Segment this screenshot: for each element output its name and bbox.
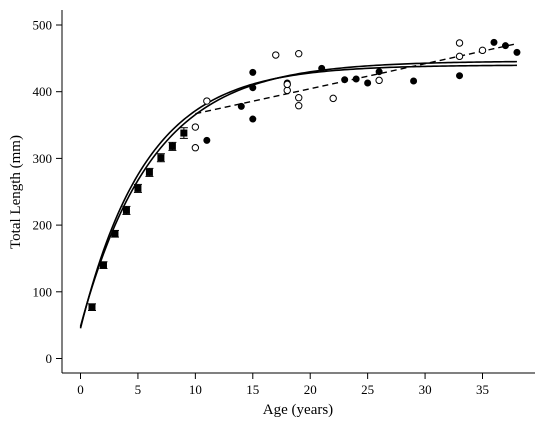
x-tick-label: 30 <box>419 382 432 397</box>
filled-circle-point <box>249 68 257 76</box>
y-tick-label: 500 <box>33 18 53 33</box>
x-tick-label: 20 <box>304 382 317 397</box>
y-ticks: 0 100 200 300 400 500 <box>33 18 62 366</box>
mean-square-point <box>122 206 130 214</box>
y-tick-label: 300 <box>33 151 53 166</box>
filled-circle-point <box>352 75 360 83</box>
mean-square-point <box>111 230 119 238</box>
filled-circle-point <box>318 64 326 72</box>
filled-circle-point <box>501 42 509 50</box>
filled-circle-point <box>341 76 349 84</box>
open-circle-point <box>203 97 211 105</box>
open-circle-point <box>455 39 464 47</box>
open-circle-point <box>295 102 303 110</box>
y-tick-label: 0 <box>46 351 53 366</box>
mean-square-point <box>99 261 107 269</box>
open-circle-point <box>329 94 337 103</box>
x-tick-label: 15 <box>246 382 259 397</box>
mean-square-point <box>180 129 188 137</box>
x-tick-label: 0 <box>77 382 84 397</box>
y-tick-label: 400 <box>33 84 53 99</box>
y-tick-label: 200 <box>33 218 53 233</box>
axes <box>61 10 535 374</box>
x-tick-label: 25 <box>361 382 374 397</box>
open-circle-point <box>272 51 280 59</box>
open-circle-point <box>478 46 487 55</box>
open-circle-point <box>191 144 200 152</box>
filled-circle-point <box>364 79 372 87</box>
data-points <box>87 38 521 311</box>
x-tick-label: 5 <box>135 382 142 397</box>
open-circle-point <box>455 52 464 61</box>
filled-circle-point <box>249 115 257 123</box>
filled-circle-point <box>456 72 464 80</box>
mean-square-point <box>88 303 96 311</box>
curve-von-bertalanffy-1 <box>79 64 517 329</box>
open-circle-point <box>283 80 291 89</box>
filled-circle-point <box>513 48 521 56</box>
open-circle-point <box>295 94 303 102</box>
open-circle-point <box>295 49 303 58</box>
open-circle-point <box>375 76 383 85</box>
x-tick-label: 10 <box>189 382 202 397</box>
fitted-curves <box>79 42 518 329</box>
mean-square-point <box>168 142 176 150</box>
y-axis-title: Total Length (mm) <box>8 135 24 249</box>
x-ticks: 0 5 10 15 20 25 30 35 <box>77 373 489 397</box>
filled-circle-point <box>203 136 211 144</box>
mean-square-point <box>157 154 165 162</box>
mean-square-point <box>145 168 153 176</box>
open-circle-point <box>283 86 291 95</box>
open-circle-point <box>191 123 200 131</box>
x-axis-title: Age (years) <box>263 402 333 418</box>
x-tick-label: 35 <box>476 382 489 397</box>
filled-circle-point <box>410 77 418 85</box>
mean-square-point <box>134 184 142 192</box>
filled-circle-point <box>490 38 498 46</box>
y-tick-label: 100 <box>33 284 53 299</box>
filled-circle-point <box>249 84 257 92</box>
filled-circle-point <box>375 68 383 76</box>
filled-circle-point <box>237 102 245 110</box>
